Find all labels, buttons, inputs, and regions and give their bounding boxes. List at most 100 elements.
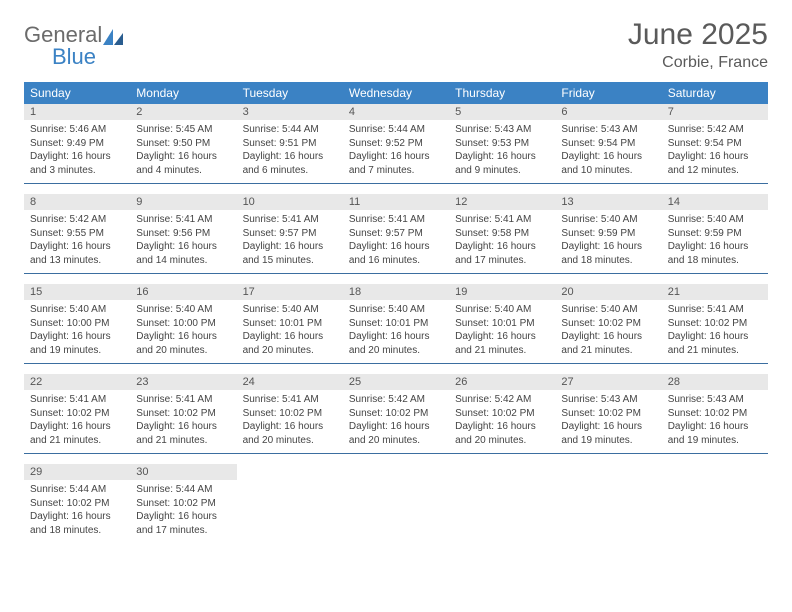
day-cell: 15Sunrise: 5:40 AMSunset: 10:00 PMDaylig… — [24, 284, 130, 363]
week-row: 22Sunrise: 5:41 AMSunset: 10:02 PMDaylig… — [24, 374, 768, 454]
day-cell: 14Sunrise: 5:40 AMSunset: 9:59 PMDayligh… — [662, 194, 768, 273]
empty-cell — [449, 464, 555, 543]
day-detail: Sunrise: 5:42 AMSunset: 10:02 PMDaylight… — [343, 390, 449, 453]
day-cell: 1 Sunrise: 5:46 AMSunset: 9:49 PMDaylight… — [24, 104, 130, 183]
sunset-text: Sunset: 10:00 PM — [30, 317, 124, 331]
day-detail: Sunrise: 5:40 AMSunset: 9:59 PMDaylight:… — [662, 210, 768, 273]
calendar: SundayMondayTuesdayWednesdayThursdayFrid… — [24, 82, 768, 543]
day-number: 4 — [343, 104, 449, 120]
empty-cell — [662, 464, 768, 543]
day-detail: Sunrise: 5:42 AMSunset: 9:55 PMDaylight:… — [24, 210, 130, 273]
location: Corbie, France — [628, 54, 768, 72]
daylight-text: Daylight: 16 hours and 19 minutes. — [668, 420, 762, 447]
logo-text-blue: Blue — [52, 44, 96, 70]
sunset-text: Sunset: 10:01 PM — [349, 317, 443, 331]
day-detail: Sunrise: 5:43 AMSunset: 10:02 PMDaylight… — [662, 390, 768, 453]
day-detail: Sunrise: 5:44 AMSunset: 10:02 PMDaylight… — [130, 480, 236, 543]
day-detail: Sunrise: 5:43 AMSunset: 10:02 PMDaylight… — [555, 390, 661, 453]
sunrise-text: Sunrise: 5:41 AM — [136, 213, 230, 227]
sunset-text: Sunset: 10:00 PM — [136, 317, 230, 331]
day-cell: 6Sunrise: 5:43 AMSunset: 9:54 PMDaylight… — [555, 104, 661, 183]
sunset-text: Sunset: 10:02 PM — [668, 407, 762, 421]
sunrise-text: Sunrise: 5:40 AM — [561, 303, 655, 317]
sunset-text: Sunset: 9:51 PM — [243, 137, 337, 151]
day-detail: Sunrise: 5:40 AMSunset: 10:00 PMDaylight… — [130, 300, 236, 363]
sunset-text: Sunset: 10:02 PM — [455, 407, 549, 421]
day-cell: 25Sunrise: 5:42 AMSunset: 10:02 PMDaylig… — [343, 374, 449, 453]
day-cell: 7Sunrise: 5:42 AMSunset: 9:54 PMDaylight… — [662, 104, 768, 183]
sunset-text: Sunset: 10:02 PM — [561, 317, 655, 331]
sunset-text: Sunset: 9:57 PM — [243, 227, 337, 241]
daylight-text: Daylight: 16 hours and 10 minutes. — [561, 150, 655, 177]
sunset-text: Sunset: 9:49 PM — [30, 137, 124, 151]
header: GeneralBlue June 2025 Corbie, France — [24, 18, 768, 72]
daylight-text: Daylight: 16 hours and 21 minutes. — [668, 330, 762, 357]
daylight-text: Daylight: 16 hours and 21 minutes. — [455, 330, 549, 357]
day-number: 8 — [24, 194, 130, 210]
sunrise-text: Sunrise: 5:44 AM — [136, 483, 230, 497]
day-detail: Sunrise: 5:41 AMSunset: 10:02 PMDaylight… — [24, 390, 130, 453]
day-number: 1 — [24, 104, 130, 120]
empty-cell — [555, 464, 661, 543]
day-cell: 30Sunrise: 5:44 AMSunset: 10:02 PMDaylig… — [130, 464, 236, 543]
daylight-text: Daylight: 16 hours and 20 minutes. — [243, 420, 337, 447]
day-number: 2 — [130, 104, 236, 120]
sunrise-text: Sunrise: 5:46 AM — [30, 123, 124, 137]
daylight-text: Daylight: 16 hours and 9 minutes. — [455, 150, 549, 177]
sunrise-text: Sunrise: 5:44 AM — [30, 483, 124, 497]
sunset-text: Sunset: 9:57 PM — [349, 227, 443, 241]
sunrise-text: Sunrise: 5:44 AM — [243, 123, 337, 137]
title-block: June 2025 Corbie, France — [628, 18, 768, 72]
day-detail: Sunrise: 5:43 AMSunset: 9:54 PMDaylight:… — [555, 120, 661, 183]
sunset-text: Sunset: 10:02 PM — [136, 407, 230, 421]
empty-cell — [237, 464, 343, 543]
sunset-text: Sunset: 9:54 PM — [668, 137, 762, 151]
daylight-text: Daylight: 16 hours and 17 minutes. — [455, 240, 549, 267]
daylight-text: Daylight: 16 hours and 21 minutes. — [30, 420, 124, 447]
sunrise-text: Sunrise: 5:43 AM — [561, 393, 655, 407]
day-number: 12 — [449, 194, 555, 210]
sunset-text: Sunset: 10:02 PM — [30, 497, 124, 511]
sunrise-text: Sunrise: 5:40 AM — [30, 303, 124, 317]
daylight-text: Daylight: 16 hours and 14 minutes. — [136, 240, 230, 267]
day-cell: 23Sunrise: 5:41 AMSunset: 10:02 PMDaylig… — [130, 374, 236, 453]
sunset-text: Sunset: 9:58 PM — [455, 227, 549, 241]
daylight-text: Daylight: 16 hours and 19 minutes. — [561, 420, 655, 447]
day-detail: Sunrise: 5:40 AMSunset: 10:01 PMDaylight… — [343, 300, 449, 363]
day-number: 10 — [237, 194, 343, 210]
day-detail: Sunrise: 5:40 AMSunset: 10:02 PMDaylight… — [555, 300, 661, 363]
daylight-text: Daylight: 16 hours and 7 minutes. — [349, 150, 443, 177]
week-row: 8Sunrise: 5:42 AMSunset: 9:55 PMDaylight… — [24, 194, 768, 274]
daylight-text: Daylight: 16 hours and 3 minutes. — [30, 150, 124, 177]
daylight-text: Daylight: 16 hours and 17 minutes. — [136, 510, 230, 537]
sunset-text: Sunset: 9:55 PM — [30, 227, 124, 241]
daylight-text: Daylight: 16 hours and 18 minutes. — [30, 510, 124, 537]
day-number: 21 — [662, 284, 768, 300]
day-number: 13 — [555, 194, 661, 210]
sunset-text: Sunset: 9:54 PM — [561, 137, 655, 151]
month-title: June 2025 — [628, 18, 768, 52]
week-row: 29Sunrise: 5:44 AMSunset: 10:02 PMDaylig… — [24, 464, 768, 543]
sunset-text: Sunset: 9:52 PM — [349, 137, 443, 151]
day-number: 28 — [662, 374, 768, 390]
sunrise-text: Sunrise: 5:40 AM — [561, 213, 655, 227]
sunrise-text: Sunrise: 5:40 AM — [349, 303, 443, 317]
day-number: 6 — [555, 104, 661, 120]
sunrise-text: Sunrise: 5:43 AM — [455, 123, 549, 137]
day-detail: Sunrise: 5:44 AMSunset: 9:51 PMDaylight:… — [237, 120, 343, 183]
day-number: 24 — [237, 374, 343, 390]
day-number: 14 — [662, 194, 768, 210]
sunset-text: Sunset: 10:02 PM — [243, 407, 337, 421]
day-detail: Sunrise: 5:45 AMSunset: 9:50 PMDaylight:… — [130, 120, 236, 183]
sunset-text: Sunset: 10:01 PM — [455, 317, 549, 331]
day-cell: 27Sunrise: 5:43 AMSunset: 10:02 PMDaylig… — [555, 374, 661, 453]
daylight-text: Daylight: 16 hours and 20 minutes. — [136, 330, 230, 357]
daylight-text: Daylight: 16 hours and 4 minutes. — [136, 150, 230, 177]
daylight-text: Daylight: 16 hours and 6 minutes. — [243, 150, 337, 177]
day-cell: 10Sunrise: 5:41 AMSunset: 9:57 PMDayligh… — [237, 194, 343, 273]
dow-thursday: Thursday — [449, 82, 555, 104]
sunrise-text: Sunrise: 5:42 AM — [349, 393, 443, 407]
week-row: 1Sunrise: 5:46 AMSunset: 9:49 PMDaylight… — [24, 104, 768, 184]
day-number: 5 — [449, 104, 555, 120]
day-detail: Sunrise: 5:41 AMSunset: 10:02 PMDaylight… — [130, 390, 236, 453]
